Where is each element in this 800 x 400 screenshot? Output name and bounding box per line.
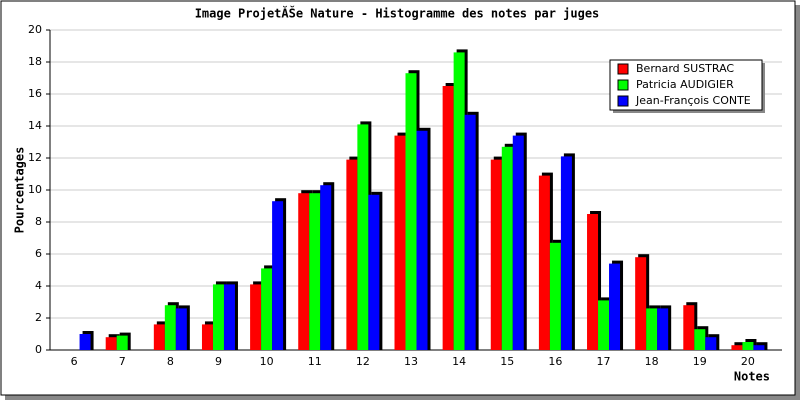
bar [298,193,310,350]
bar [501,146,513,350]
y-tick-label: 16 [28,87,42,100]
y-tick-label: 4 [35,279,42,292]
y-tick-label: 8 [35,215,42,228]
bar [79,334,91,350]
x-tick-label: 15 [500,355,514,368]
bar [635,257,647,350]
bar [464,114,476,350]
y-tick-label: 6 [35,247,42,260]
bar [368,194,380,350]
bar [560,156,572,350]
bar [346,159,358,350]
legend-swatch [617,63,629,75]
bar [694,329,706,350]
bar [250,284,262,350]
bar [201,324,213,350]
x-tick-label: 20 [741,355,755,368]
x-tick-label: 17 [597,355,611,368]
bar [272,201,284,350]
x-tick-label: 11 [308,355,322,368]
x-tick-label: 6 [71,355,78,368]
bar [175,308,187,350]
bar [212,284,224,350]
bar [742,342,754,350]
bar [164,305,176,350]
bar [153,324,165,350]
chart-title: Image ProjetĂŠe Nature - Histogramme des… [195,6,600,21]
bar [357,124,369,351]
bar [609,263,621,350]
legend-swatch [617,79,629,91]
x-tick-label: 18 [645,355,659,368]
bar [223,284,235,350]
bar [320,185,332,350]
bar [549,242,561,350]
x-axis-label: Notes [734,370,770,384]
bar [598,300,610,350]
legend-label: Patricia AUDIGIER [636,78,734,91]
y-tick-label: 14 [28,119,42,132]
bar [416,130,428,350]
x-tick-label: 10 [260,355,274,368]
bar [753,345,765,350]
x-tick-label: 12 [356,355,370,368]
bar [405,73,417,350]
y-axis-label: Pourcentages [13,147,27,234]
y-tick-label: 10 [28,183,42,196]
x-tick-label: 16 [548,355,562,368]
y-tick-label: 0 [35,343,42,356]
y-tick-label: 12 [28,151,42,164]
x-tick-label: 19 [693,355,707,368]
bar [442,86,454,350]
bar [394,135,406,350]
x-tick-label: 8 [167,355,174,368]
bar [538,175,550,350]
bar [453,52,465,351]
bar [116,335,128,350]
x-tick-label: 7 [119,355,126,368]
legend [609,59,763,111]
y-tick-label: 20 [28,23,42,36]
legend-label: Jean-François CONTE [635,94,751,107]
bar [105,337,117,350]
bar [309,193,321,350]
bar [683,305,695,350]
bar [657,308,669,350]
legend-swatch [617,95,629,107]
bar [490,159,502,350]
bar [646,308,658,350]
bar [261,268,273,350]
bar [512,135,524,350]
x-tick-label: 14 [452,355,466,368]
bar [705,337,717,350]
y-tick-label: 18 [28,55,42,68]
x-tick-label: 9 [215,355,222,368]
legend-label: Bernard SUSTRAC [636,62,734,75]
bar [587,214,599,350]
y-tick-label: 2 [35,311,42,324]
bar [731,345,743,350]
x-tick-label: 13 [404,355,418,368]
